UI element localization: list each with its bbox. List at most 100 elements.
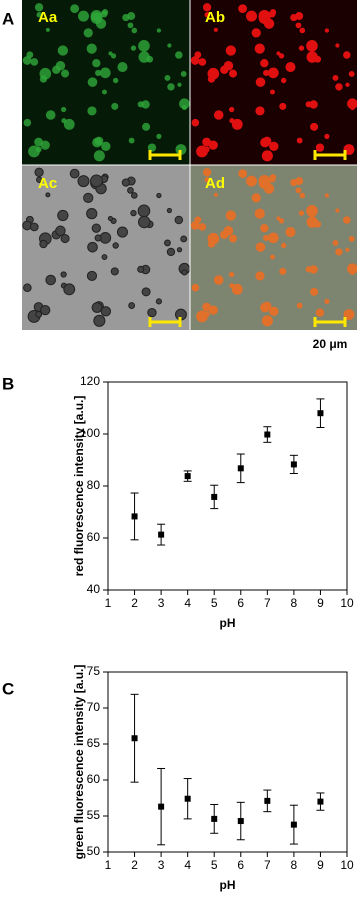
- cell: [335, 43, 340, 48]
- cell: [177, 82, 182, 87]
- x-tick-label: 2: [131, 858, 138, 872]
- panel-label: B: [2, 374, 14, 393]
- y-tick-label: 100: [80, 426, 100, 440]
- plot-frame: [107, 671, 348, 853]
- cell: [57, 45, 69, 56]
- cell: [101, 141, 111, 152]
- cell: [324, 298, 330, 304]
- point: [184, 795, 191, 802]
- x-tick-label: 7: [264, 596, 271, 610]
- cell: [229, 234, 238, 243]
- cell: [29, 222, 39, 232]
- cell: [349, 104, 356, 111]
- cell: [348, 71, 355, 77]
- cell: [306, 216, 318, 228]
- image-brightfield: [22, 165, 190, 330]
- y-tick-label: 65: [87, 736, 101, 750]
- cell: [335, 248, 343, 256]
- cell: [267, 232, 279, 244]
- cell: [92, 137, 102, 148]
- cell: [180, 235, 188, 243]
- point: [290, 461, 297, 468]
- cell: [270, 89, 275, 95]
- cell: [298, 210, 305, 216]
- x-tick-label: 4: [184, 858, 191, 872]
- cell: [255, 106, 265, 116]
- cell: [315, 308, 325, 317]
- cell: [61, 69, 70, 78]
- point: [211, 815, 218, 822]
- cell: [202, 3, 212, 12]
- cell: [131, 27, 138, 34]
- cell: [238, 169, 248, 179]
- x-tick-label: 7: [264, 858, 271, 872]
- cell: [332, 74, 339, 81]
- cell: [255, 271, 265, 281]
- cell: [280, 77, 287, 84]
- cell: [280, 242, 287, 249]
- cell: [92, 59, 101, 68]
- x-tick-label: 3: [158, 596, 165, 610]
- x-tick-label: 3: [158, 858, 165, 872]
- x-tick-label: 9: [317, 858, 324, 872]
- plot-frame: [107, 381, 348, 591]
- cell: [324, 28, 330, 33]
- point: [211, 493, 218, 500]
- point: [317, 798, 324, 805]
- y-tick-label: 75: [87, 664, 101, 678]
- cell: [263, 69, 270, 77]
- x-axis-label: pH: [220, 616, 236, 630]
- cell: [138, 40, 150, 52]
- image-green: [22, 0, 190, 165]
- y-tick-label: 40: [87, 582, 101, 596]
- cell: [167, 83, 175, 91]
- cell: [223, 61, 234, 71]
- cell: [213, 110, 224, 120]
- x-tick-label: 1: [105, 858, 112, 872]
- cell: [343, 216, 351, 224]
- cell: [204, 176, 211, 183]
- cell: [107, 215, 114, 222]
- cell: [315, 143, 325, 152]
- cell: [310, 287, 319, 296]
- cell: [127, 186, 134, 194]
- cell: [295, 22, 302, 29]
- cell: [93, 314, 106, 327]
- cell: [276, 51, 281, 56]
- cell: [335, 208, 340, 213]
- x-tick-label: 8: [291, 858, 298, 872]
- cell: [128, 137, 135, 144]
- cell: [30, 58, 39, 66]
- cell: [156, 192, 162, 199]
- cell: [348, 236, 355, 242]
- cell: [261, 315, 273, 327]
- cell: [290, 13, 298, 22]
- point: [290, 821, 297, 828]
- cell: [95, 69, 102, 77]
- cell: [191, 283, 200, 292]
- x-tick-label: 2: [131, 596, 138, 610]
- cell: [198, 223, 207, 231]
- cell: [137, 101, 144, 108]
- x-tick-label: 9: [317, 596, 324, 610]
- cell: [141, 100, 150, 109]
- cell: [130, 209, 137, 217]
- x-tick-label: 8: [291, 596, 298, 610]
- cell: [101, 254, 108, 261]
- cell: [87, 106, 97, 116]
- cell: [137, 204, 151, 218]
- cell: [254, 208, 265, 219]
- cell: [305, 266, 312, 273]
- cell: [110, 53, 117, 59]
- x-axis-label: pH: [220, 878, 236, 892]
- x-tick-label: 1: [105, 596, 112, 610]
- cell: [254, 43, 265, 54]
- cell: [310, 122, 319, 131]
- x-tick-label: 5: [211, 858, 218, 872]
- cell: [131, 192, 138, 199]
- cell: [130, 45, 137, 51]
- cell: [175, 51, 183, 59]
- cell: [108, 51, 113, 56]
